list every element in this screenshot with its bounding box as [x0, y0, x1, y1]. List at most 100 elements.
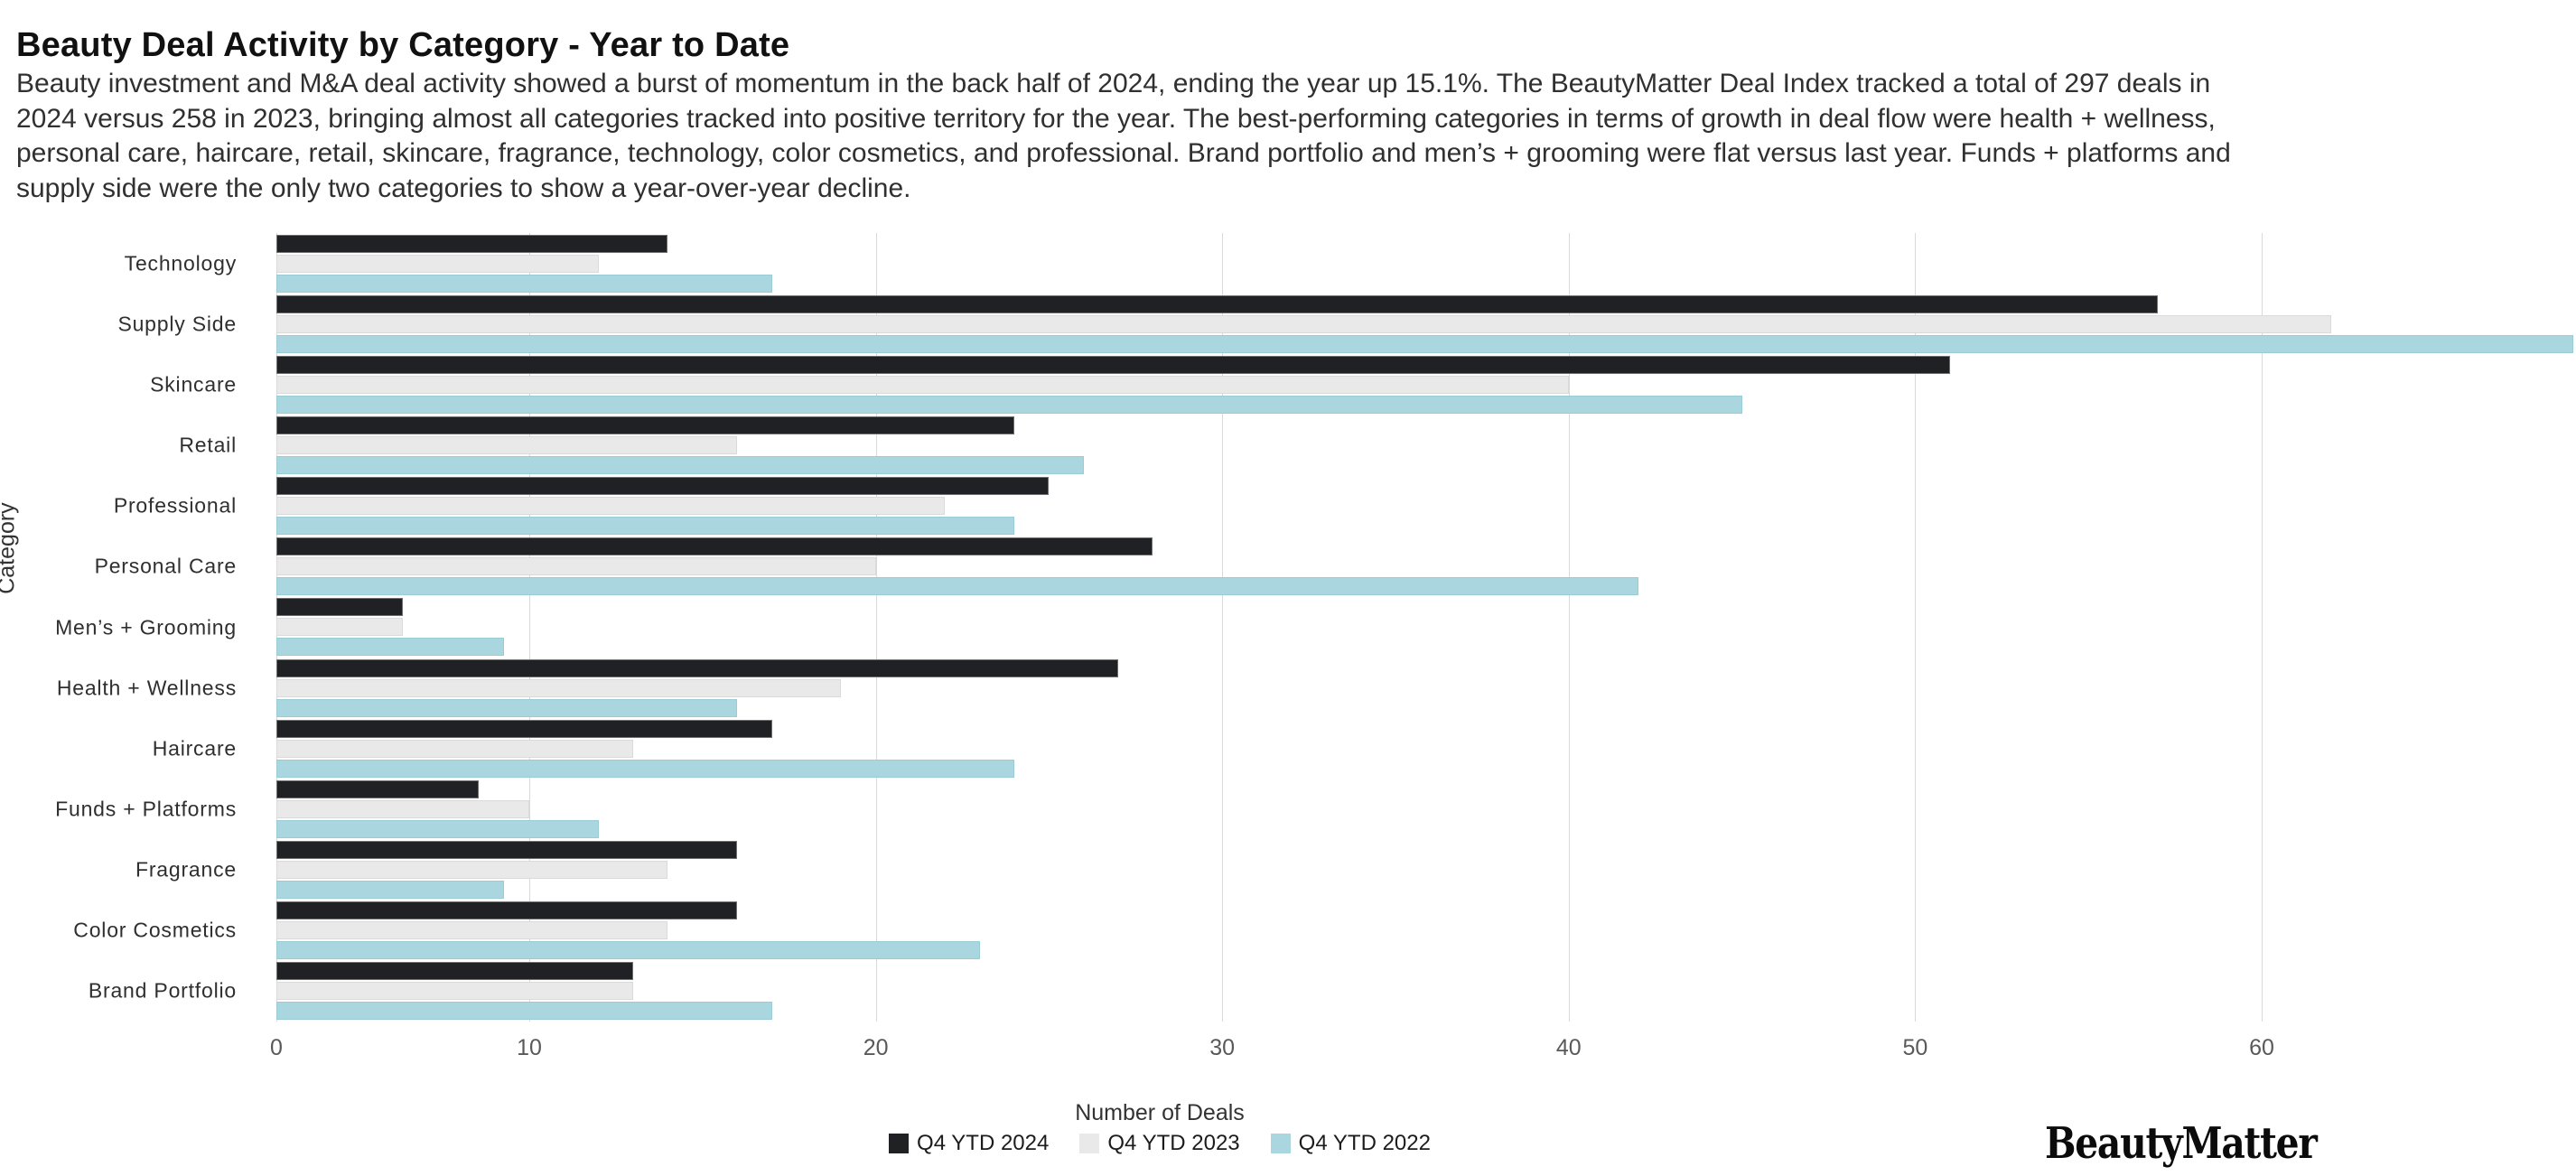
legend: Q4 YTD 2024 Q4 YTD 2023 Q4 YTD 2022 — [0, 1131, 2319, 1156]
bar-q4-ytd-2022-fragrance — [276, 881, 504, 900]
category-label-color-cosmetics: Color Cosmetics — [73, 918, 237, 942]
gridline-30 — [1222, 233, 1224, 1022]
bar-q4-ytd-2022-haircare — [276, 759, 1015, 778]
bar-q4-ytd-2023-skincare — [276, 375, 1569, 394]
bar-q4-ytd-2023-supply-side — [276, 314, 2331, 333]
legend-swatch-q4-ytd-2022 — [1270, 1134, 1291, 1153]
legend-item-q4-ytd-2024: Q4 YTD 2024 — [889, 1131, 1049, 1156]
bar-q4-ytd-2024-professional — [276, 477, 1050, 496]
category-label-skincare: Skincare — [150, 372, 237, 397]
intro-paragraph: Beauty investment and M&A deal activity … — [16, 67, 2231, 206]
intro-line-3: personal care, haircare, retail, skincar… — [16, 138, 2231, 168]
category-label-supply-side: Supply Side — [117, 312, 237, 336]
x-tick-label-60: 60 — [2249, 1035, 2274, 1060]
bar-q4-ytd-2022-skincare — [276, 395, 1742, 414]
bar-q4-ytd-2023-professional — [276, 497, 946, 516]
category-label-brand-portfolio: Brand Portfolio — [88, 978, 237, 1003]
bar-q4-ytd-2022-retail — [276, 456, 1084, 475]
category-label-haircare: Haircare — [152, 736, 237, 761]
category-axis: Technology Supply Side Skincare Retail Profe… — [0, 233, 237, 1022]
beautymatter-logo: BeautyMatter — [2045, 1118, 2318, 1169]
bar-group-professional — [276, 476, 2576, 537]
bar-q4-ytd-2022-funds-platforms — [276, 819, 599, 838]
bar-group-haircare — [276, 718, 2576, 779]
gridline-20 — [875, 233, 877, 1022]
bar-q4-ytd-2024-funds-platforms — [276, 779, 479, 798]
bar-group-health-wellness — [276, 658, 2576, 718]
bar-q4-ytd-2024-health-wellness — [276, 658, 1119, 677]
bar-q4-ytd-2024-technology — [276, 234, 668, 253]
category-label-funds-platforms: Funds + Platforms — [55, 797, 237, 821]
bar-q4-ytd-2022-technology — [276, 274, 772, 293]
bar-q4-ytd-2022-men-s-grooming — [276, 638, 504, 657]
bar-q4-ytd-2024-fragrance — [276, 841, 738, 860]
category-label-men-s-grooming: Men’s + Grooming — [55, 615, 237, 639]
plot-area — [276, 233, 2576, 1022]
bar-group-supply-side — [276, 294, 2576, 354]
legend-swatch-q4-ytd-2023 — [1079, 1134, 1100, 1153]
category-label-technology: Technology — [124, 251, 237, 275]
category-label-professional: Professional — [113, 493, 237, 518]
gridline-60 — [2262, 233, 2263, 1022]
bar-q4-ytd-2023-fragrance — [276, 861, 668, 880]
gridline-10 — [529, 233, 530, 1022]
legend-item-q4-ytd-2023: Q4 YTD 2023 — [1079, 1131, 1240, 1156]
bar-q4-ytd-2022-supply-side — [276, 334, 2574, 353]
legend-label-q4-ytd-2023: Q4 YTD 2023 — [1107, 1131, 1240, 1155]
bar-q4-ytd-2024-retail — [276, 416, 1015, 435]
bar-group-brand-portfolio — [276, 961, 2576, 1022]
bar-q4-ytd-2024-brand-portfolio — [276, 962, 634, 981]
intro-line-4: supply side were the only two categories… — [16, 173, 911, 203]
intro-line-1: Beauty investment and M&A deal activity … — [16, 69, 2211, 98]
bar-group-personal-care — [276, 537, 2576, 597]
bar-q4-ytd-2024-color-cosmetics — [276, 901, 738, 920]
bar-q4-ytd-2023-technology — [276, 254, 599, 273]
bar-q4-ytd-2024-personal-care — [276, 537, 1153, 556]
bar-group-skincare — [276, 354, 2576, 415]
bar-group-color-cosmetics — [276, 901, 2576, 961]
x-tick-label-20: 20 — [863, 1035, 889, 1060]
x-tick-label-30: 30 — [1209, 1035, 1236, 1060]
bar-q4-ytd-2023-personal-care — [276, 557, 876, 576]
bar-q4-ytd-2023-color-cosmetics — [276, 921, 668, 940]
x-axis-title: Number of Deals — [1075, 1100, 1245, 1125]
bar-q4-ytd-2022-color-cosmetics — [276, 941, 980, 960]
bar-q4-ytd-2024-skincare — [276, 355, 1950, 374]
bar-q4-ytd-2022-brand-portfolio — [276, 1002, 772, 1021]
x-axis-ticks: 0 10 20 30 40 50 60 — [0, 1035, 2576, 1062]
bar-q4-ytd-2024-men-s-grooming — [276, 598, 403, 617]
bar-q4-ytd-2023-retail — [276, 436, 738, 455]
legend-swatch-q4-ytd-2024 — [889, 1134, 910, 1153]
bar-q4-ytd-2022-professional — [276, 517, 1015, 536]
page-title: Beauty Deal Activity by Category - Year … — [16, 26, 790, 65]
x-tick-label-0: 0 — [270, 1035, 283, 1060]
x-axis-title-wrap: Number of Deals — [0, 1100, 2319, 1126]
legend-label-q4-ytd-2022: Q4 YTD 2022 — [1298, 1131, 1431, 1155]
bar-group-men-s-grooming — [276, 597, 2576, 658]
bar-q4-ytd-2023-funds-platforms — [276, 799, 529, 818]
category-label-retail: Retail — [179, 433, 237, 457]
intro-line-2: 2024 versus 258 in 2023, bringing almost… — [16, 103, 2216, 134]
bar-q4-ytd-2024-haircare — [276, 719, 772, 738]
bar-q4-ytd-2024-supply-side — [276, 294, 2158, 313]
bar-q4-ytd-2023-men-s-grooming — [276, 618, 403, 637]
x-tick-label-50: 50 — [1902, 1035, 1928, 1060]
bar-group-fragrance — [276, 840, 2576, 901]
bar-q4-ytd-2023-health-wellness — [276, 678, 842, 697]
category-label-fragrance: Fragrance — [135, 857, 237, 882]
bar-q4-ytd-2023-haircare — [276, 739, 634, 758]
legend-label-q4-ytd-2024: Q4 YTD 2024 — [917, 1131, 1050, 1155]
bar-q4-ytd-2022-health-wellness — [276, 698, 738, 717]
category-label-health-wellness: Health + Wellness — [56, 676, 237, 700]
gridline-40 — [1568, 233, 1570, 1022]
x-tick-label-40: 40 — [1555, 1035, 1582, 1060]
bar-group-funds-platforms — [276, 779, 2576, 839]
bar-group-technology — [276, 233, 2576, 294]
bar-q4-ytd-2023-brand-portfolio — [276, 982, 634, 1001]
gridline-50 — [1915, 233, 1917, 1022]
category-label-personal-care: Personal Care — [94, 554, 237, 578]
x-tick-label-10: 10 — [517, 1035, 542, 1060]
bar-q4-ytd-2022-personal-care — [276, 577, 1638, 596]
